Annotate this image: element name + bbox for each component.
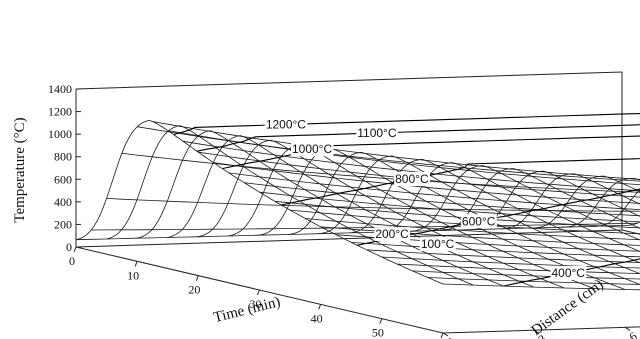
contour-line bbox=[222, 135, 640, 170]
contour-label: 600°C bbox=[462, 214, 496, 228]
contour-line bbox=[281, 158, 640, 206]
mesh-line-distance bbox=[622, 221, 640, 226]
x-tick-label: 40 bbox=[311, 311, 323, 325]
contour-label-bg bbox=[264, 117, 308, 132]
surface-mesh bbox=[75, 112, 640, 291]
z-tick-label: 600 bbox=[54, 172, 72, 186]
mesh-line-time bbox=[442, 283, 640, 291]
x-tick bbox=[257, 289, 260, 296]
y-tick-label: 3 bbox=[536, 332, 549, 339]
mesh-line-distance bbox=[379, 162, 640, 252]
x-tick-label: 50 bbox=[372, 326, 384, 339]
contour-label-bg bbox=[290, 142, 334, 157]
mesh-line-time bbox=[366, 249, 640, 263]
mesh-line-distance bbox=[500, 173, 640, 230]
x-tick-label: 20 bbox=[188, 283, 200, 297]
contour-label-bg bbox=[460, 214, 497, 229]
x-axis-label: Time (min) bbox=[212, 294, 282, 326]
x-tick bbox=[195, 275, 199, 281]
contour-label-bg bbox=[550, 265, 587, 280]
z-tick-label: 1000 bbox=[48, 127, 72, 141]
z-tick-label: 800 bbox=[54, 150, 72, 164]
mesh-line-distance bbox=[531, 175, 640, 229]
mesh-line-distance bbox=[409, 165, 640, 241]
y-tick bbox=[624, 326, 631, 331]
mesh-line-distance bbox=[136, 130, 504, 287]
contour-label: 1100°C bbox=[357, 126, 397, 140]
axis-line bbox=[75, 229, 623, 248]
x-tick bbox=[318, 304, 322, 310]
contour-label: 100°C bbox=[421, 237, 455, 251]
mesh-line-distance bbox=[561, 177, 640, 228]
contour-label-bg bbox=[374, 227, 411, 242]
mesh-line-distance bbox=[348, 158, 640, 264]
mesh-line-distance bbox=[470, 170, 640, 231]
contour-line bbox=[357, 188, 640, 246]
x-tick-label: 30 bbox=[250, 297, 262, 311]
mesh-line-time bbox=[182, 140, 640, 192]
contour-line bbox=[196, 124, 640, 152]
z-tick-label: 1400 bbox=[48, 82, 72, 96]
mesh-line-distance bbox=[166, 135, 535, 288]
z-tick-label: 0 bbox=[66, 240, 72, 254]
y-tick bbox=[533, 329, 540, 334]
mesh-line-distance bbox=[197, 139, 565, 289]
mesh-line-distance bbox=[75, 119, 444, 285]
contour-label: 200°C bbox=[375, 227, 409, 241]
z-tick-label: 200 bbox=[54, 217, 72, 231]
contour-label-bg bbox=[394, 172, 430, 187]
contour-label: 800°C bbox=[395, 172, 429, 186]
x-tick bbox=[73, 246, 77, 253]
mesh-line-distance bbox=[318, 155, 640, 275]
z-tick-label: 1200 bbox=[48, 105, 72, 119]
z-tick-label: 400 bbox=[54, 195, 72, 209]
contour-label-bg bbox=[356, 125, 398, 140]
mesh-line-distance bbox=[106, 125, 474, 286]
contour-line bbox=[173, 112, 640, 136]
y-tick bbox=[442, 332, 449, 337]
x-tick-label: 0 bbox=[69, 254, 75, 268]
mesh-line-distance bbox=[288, 151, 640, 285]
y-tick-label: 6 bbox=[627, 329, 640, 339]
x-tick-label: 10 bbox=[127, 268, 139, 282]
x-tick bbox=[379, 318, 383, 324]
contour-label: 400°C bbox=[551, 266, 585, 280]
contour-labels: 1200°C 1100°C 1000°C 800°C 600°C 400°C 200°C 10… bbox=[264, 117, 587, 280]
mesh-line-distance bbox=[439, 168, 640, 231]
tick-labels: 0200400600800100012001400010203040506003… bbox=[48, 82, 640, 339]
contour-label-bg bbox=[419, 236, 456, 251]
mesh-line-time bbox=[228, 172, 640, 210]
x-tick bbox=[134, 261, 138, 267]
z-axis-label: Temperature (°C) bbox=[12, 117, 28, 222]
contour-label: 1000°C bbox=[292, 142, 332, 156]
x-tick bbox=[440, 332, 444, 339]
contour-label: 1200°C bbox=[266, 118, 306, 132]
axis-line bbox=[75, 71, 623, 90]
